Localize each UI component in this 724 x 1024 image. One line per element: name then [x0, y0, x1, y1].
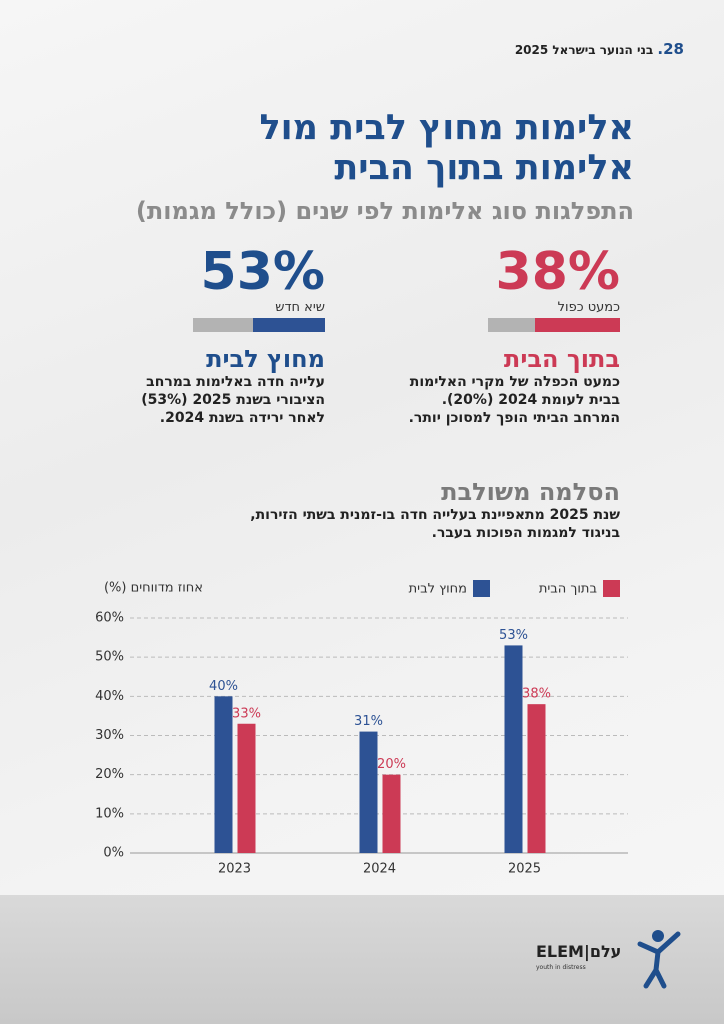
bar	[237, 723, 256, 853]
bar	[382, 774, 401, 853]
y-tick-label: 40%	[95, 689, 124, 704]
stat-text: מחוץ לבית עלייה חדה באלימות במרחב הציבור…	[25, 345, 325, 427]
value-label: 38%	[522, 687, 551, 702]
legend-swatch	[473, 580, 490, 597]
logo-latin: ELEM	[536, 942, 584, 961]
stat-caption: שיא חדש	[275, 300, 325, 315]
stat-line: עלייה חדה באלימות במרחב	[146, 374, 325, 390]
y-tick-label: 0%	[103, 846, 124, 861]
logo-text: ELEM|עלם	[536, 942, 622, 961]
title-line: אלימות בתוך הבית	[334, 148, 634, 188]
value-label: 31%	[354, 714, 383, 729]
y-tick-label: 30%	[95, 728, 124, 743]
y-tick-label: 60%	[95, 611, 124, 626]
bar	[359, 731, 378, 853]
bar	[504, 645, 523, 853]
bar-part	[193, 318, 253, 332]
y-axis-label: אחוז מדווחים (%)	[104, 581, 203, 596]
logo: ELEM|עלם youth in distress	[536, 922, 686, 992]
bottom-band	[0, 895, 724, 1024]
y-tick-label: 10%	[95, 806, 124, 821]
stat-text: בתוך הבית כמעט הכפלה של מקרי האלימות בבי…	[320, 345, 620, 427]
stat-line: כמעט הכפלה של מקרי האלימות	[409, 374, 620, 390]
stat-heading: מחוץ לבית	[206, 345, 325, 373]
y-tick-label: 50%	[95, 650, 124, 665]
stat-bar	[380, 318, 620, 332]
stat-heading: בתוך הבית	[503, 345, 620, 373]
x-tick-label: 2023	[218, 862, 251, 877]
header: 28. בני הנוער בישראל 2025	[515, 40, 684, 58]
bar-part	[535, 318, 620, 332]
logo-figure	[637, 930, 681, 989]
title: אלימות מחוץ לבית מול אלימות בתוך הבית	[259, 108, 634, 188]
value-label: 20%	[377, 757, 406, 772]
stat-line: המרחב הביתי הופך למסוכן יותר.	[408, 410, 620, 426]
stat-line: בבית לעומת 2024 (20%).	[441, 392, 620, 408]
bar	[527, 704, 546, 853]
section-line: שנת 2025 מתאפיינת בעלייה חדה בו-זמנית בש…	[250, 507, 620, 523]
x-tick-label: 2024	[363, 862, 396, 877]
section: הסלמה משולבת שנת 2025 מתאפיינת בעלייה חד…	[100, 478, 620, 542]
legend-label: מחוץ לבית	[409, 582, 467, 597]
stat-figure: 38%	[495, 242, 620, 302]
running-title: בני הנוער בישראל 2025	[514, 43, 654, 57]
stat-figure: 53%	[200, 242, 325, 302]
stat-block: 38% כמעט כפול	[380, 244, 620, 332]
y-tick-label: 20%	[95, 767, 124, 782]
page-number: 28.	[657, 40, 684, 58]
value-label: 53%	[499, 628, 528, 643]
logo-tagline: youth in distress	[536, 964, 586, 971]
title-line: אלימות מחוץ לבית מול	[259, 108, 634, 148]
chart: אחוז מדווחים (%) מחוץ לבית בתוך הבית 0% 10% 2…	[95, 580, 628, 877]
value-label: 33%	[232, 706, 261, 721]
value-label: 40%	[209, 679, 238, 694]
bar	[214, 696, 233, 853]
logo-hebrew: עלם	[589, 942, 622, 961]
section-heading: הסלמה משולבת	[441, 478, 620, 506]
stat-line: לאחר ירידה בשנת 2024.	[159, 410, 325, 426]
bar-part	[253, 318, 325, 332]
stat-block: 53% שיא חדש	[85, 244, 325, 332]
stat-bar	[85, 318, 325, 332]
stat-caption: כמעט כפול	[557, 300, 620, 315]
x-tick-label: 2025	[508, 862, 541, 877]
subtitle: התפלגות סוג אלימות לפי שנים (כולל מגמות)	[135, 197, 634, 225]
legend-swatch	[603, 580, 620, 597]
section-line: בניגוד למגמות הפוכות בעבר.	[431, 525, 620, 541]
bar-part	[488, 318, 535, 332]
legend-label: בתוך הבית	[539, 582, 597, 597]
stat-line: הציבורי בשנת 2025 (53%)	[141, 392, 325, 408]
